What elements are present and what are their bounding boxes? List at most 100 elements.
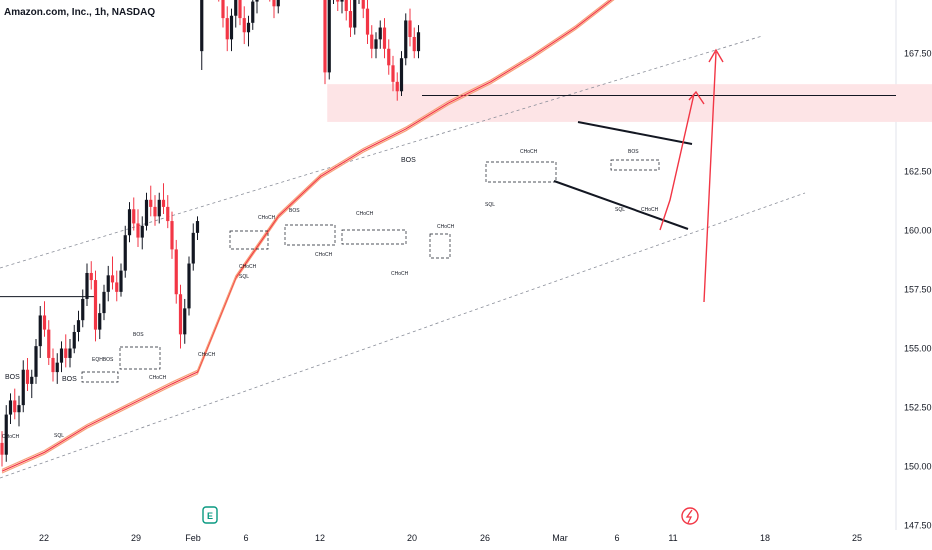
y-tick-label: 157.50 <box>904 285 932 295</box>
candle-body <box>115 282 119 292</box>
candle-body <box>361 0 365 9</box>
structure-label: CHoCH <box>198 352 216 358</box>
structure-box <box>229 230 269 250</box>
earnings-icon-glyph: E <box>207 511 213 521</box>
candle-body <box>191 232 195 264</box>
structure-label: CHoCH <box>391 271 409 277</box>
x-tick-label: 18 <box>760 533 770 543</box>
candle-body <box>344 0 348 12</box>
candle-body <box>102 291 106 314</box>
x-tick-label: 20 <box>407 533 417 543</box>
candle-body <box>374 39 378 49</box>
candle-body <box>221 0 225 19</box>
x-tick-label: 22 <box>39 533 49 543</box>
structure-box <box>485 161 557 183</box>
candle-body <box>38 315 42 347</box>
candle-body <box>276 0 280 7</box>
candle-body <box>157 199 161 217</box>
candle-body <box>327 0 331 73</box>
candle-body <box>246 22 251 33</box>
candle-body <box>110 275 115 283</box>
candle-body <box>225 18 229 40</box>
candle-body <box>242 18 246 33</box>
structure-label: CHoCH <box>2 434 20 440</box>
structure-label: SQL <box>54 433 64 439</box>
y-tick-label: 150.00 <box>904 462 932 472</box>
channel-lower-line <box>0 192 806 479</box>
candle-body <box>404 20 408 59</box>
candle-body <box>187 263 191 309</box>
candle-body <box>81 298 85 321</box>
candle-body <box>348 11 353 28</box>
x-tick-label: Feb <box>185 533 201 543</box>
structure-label: SQL <box>239 274 249 280</box>
y-tick-label: 160.00 <box>904 226 932 236</box>
candle-body <box>382 27 387 49</box>
chart-title: Amazon.com, Inc., 1h, NASDAQ <box>4 7 155 18</box>
structure-label: CHoCH <box>239 264 257 270</box>
structure-box <box>119 346 161 370</box>
candle-body <box>340 0 344 2</box>
candle-body <box>412 36 416 52</box>
structure-label: SQL <box>485 202 495 208</box>
x-tick-label: Mar <box>552 533 568 543</box>
earnings-icon[interactable] <box>202 506 218 524</box>
lightning-icon <box>685 509 693 524</box>
moving-average-line <box>1 0 613 472</box>
candle-body <box>47 329 51 358</box>
projection-arrowhead <box>708 48 724 63</box>
y-tick-label: 152.50 <box>904 403 932 413</box>
candle-body <box>25 369 30 384</box>
candle-body <box>238 0 242 19</box>
candle-body <box>391 65 395 82</box>
wedge-lower-line <box>553 180 689 230</box>
candle-body <box>93 280 98 330</box>
channel-upper-line <box>0 35 763 269</box>
candle-body <box>178 294 183 335</box>
candle-body <box>17 405 21 413</box>
x-tick-label: 6 <box>614 533 619 543</box>
candle-body <box>98 313 102 330</box>
candle-body <box>395 81 399 92</box>
candle-body <box>200 0 204 52</box>
structure-label: CHoCH <box>641 207 659 213</box>
candle-body <box>166 206 170 222</box>
candle-body <box>399 58 404 92</box>
structure-label: BOS <box>401 157 416 164</box>
candle-body <box>55 362 59 373</box>
candle-body <box>136 223 140 238</box>
structure-box <box>610 159 660 171</box>
candle-body <box>170 221 174 250</box>
candle-body <box>106 275 110 292</box>
candle-body <box>195 221 200 233</box>
candle-body <box>89 272 93 281</box>
candle-body <box>68 348 72 358</box>
candle-body <box>132 209 136 224</box>
candle-body <box>4 414 8 455</box>
candle-body <box>255 0 259 2</box>
structure-label: CHoCH <box>258 215 276 221</box>
candle-body <box>140 225 144 238</box>
candle-body <box>64 348 68 358</box>
candle-body <box>123 235 127 271</box>
structure-label: CHoCH <box>315 252 333 258</box>
candle-body <box>153 206 157 217</box>
projection-arrow <box>703 51 717 303</box>
structure-label: BOS <box>289 208 300 214</box>
candle-body <box>59 348 64 363</box>
dividend-icon[interactable] <box>681 507 699 525</box>
candle-body <box>119 270 123 292</box>
projection-arrow <box>659 93 695 231</box>
structure-label: BOS <box>133 332 144 338</box>
structure-box <box>429 233 451 259</box>
structure-label: CHoCH <box>149 375 167 381</box>
candle-body <box>378 27 382 40</box>
candle-body <box>229 15 234 40</box>
wedge-upper-line <box>577 121 693 145</box>
candle-body <box>51 357 55 373</box>
structure-label: BOS <box>62 376 77 383</box>
structure-label: EQHBOS <box>92 357 114 363</box>
projection-arrowhead <box>688 90 705 105</box>
candle-body <box>234 0 238 16</box>
